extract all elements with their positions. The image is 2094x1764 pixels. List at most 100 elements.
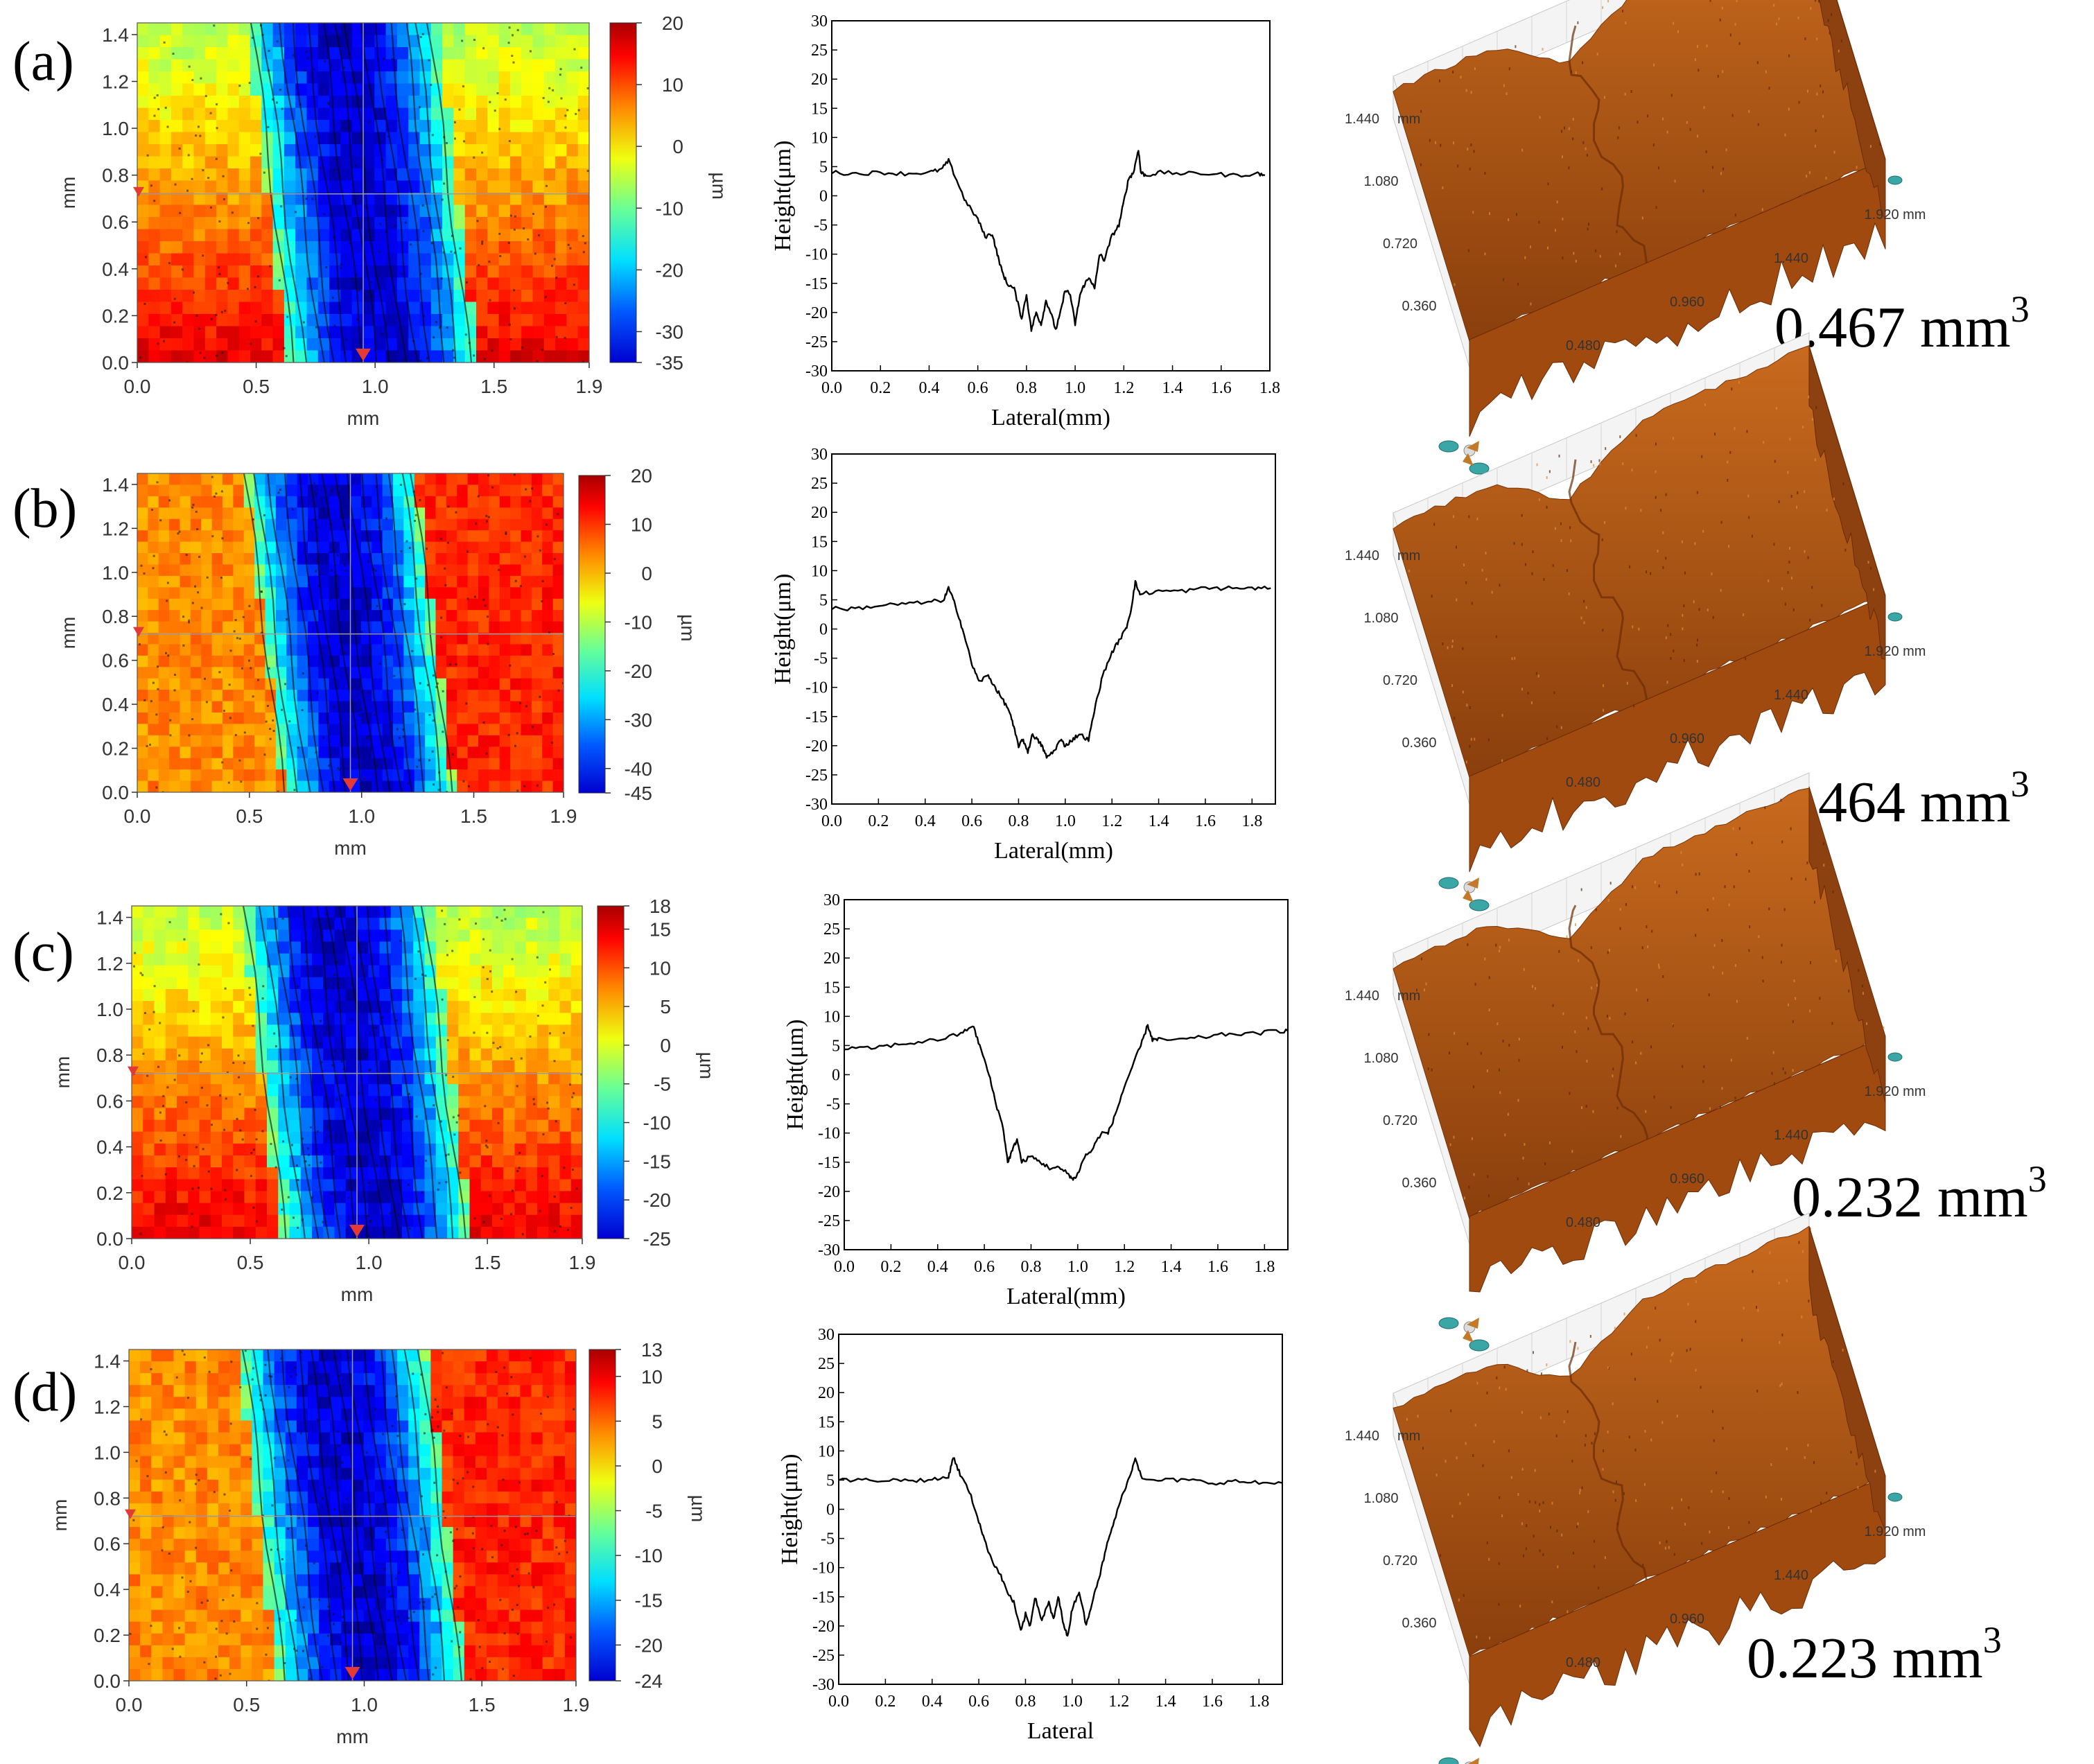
map-cell — [467, 587, 479, 600]
map-speckle — [478, 264, 480, 267]
map-cell — [521, 780, 532, 792]
map-cell — [182, 241, 195, 254]
map-cell — [403, 735, 415, 747]
map-cell — [177, 918, 189, 930]
map-speckle — [520, 1057, 523, 1060]
map-speckle — [345, 767, 348, 770]
map-cell — [286, 735, 298, 747]
map-cell — [137, 575, 148, 588]
map-cell — [509, 120, 522, 133]
map-cell — [492, 1013, 504, 1026]
map-cell — [382, 735, 394, 747]
map-cell — [329, 107, 341, 121]
map-x-tick-label: 1.0 — [356, 1252, 383, 1273]
map-cell — [457, 518, 469, 531]
map-cell — [329, 314, 341, 327]
map-speckle — [191, 602, 194, 604]
profile-marker-left — [133, 627, 144, 637]
map-cell — [329, 47, 341, 60]
map-cell — [210, 1024, 223, 1038]
map-cell — [199, 965, 211, 978]
map-speckle — [457, 1114, 460, 1117]
map-cell — [243, 746, 255, 759]
map-cell — [306, 277, 319, 290]
map-cell — [169, 507, 181, 520]
map-cell — [275, 735, 287, 747]
map-speckle — [166, 600, 168, 602]
map-cell — [480, 1119, 493, 1133]
wear-striation — [316, 906, 356, 1239]
map-speckle — [462, 85, 464, 88]
map-speckle — [494, 110, 496, 112]
map-cell — [503, 1226, 516, 1239]
map-cell — [193, 326, 206, 339]
map-cell — [510, 655, 522, 667]
map-cell — [295, 35, 308, 48]
map-cell — [548, 1214, 561, 1228]
map-cell — [442, 35, 454, 48]
map-speckle — [188, 619, 191, 622]
map-cell — [182, 314, 195, 327]
colorbar-tick-label: -30 — [656, 321, 683, 342]
map-cell — [566, 23, 579, 36]
map-cell — [222, 1131, 234, 1144]
map-speckle — [285, 355, 288, 358]
map-speckle — [539, 695, 541, 698]
map-cell — [165, 1072, 177, 1085]
map-cell — [566, 290, 579, 303]
map-cell — [295, 277, 308, 290]
map-cell — [408, 193, 421, 206]
map-speckle — [186, 361, 189, 363]
map-cell — [403, 758, 415, 770]
map-cell — [177, 906, 189, 918]
surface-texture — [1727, 460, 1729, 464]
map-cell — [453, 168, 466, 182]
map-speckle — [293, 559, 296, 561]
map-cell — [532, 180, 545, 193]
map-speckle — [178, 1054, 181, 1057]
map-cell — [442, 277, 454, 290]
map-cell — [190, 633, 202, 645]
map-speckle — [277, 790, 279, 792]
profile-x-tick-label: 1.6 — [1195, 812, 1216, 830]
map-cell — [360, 610, 372, 622]
map-cell — [552, 518, 564, 531]
map-cell — [363, 193, 375, 206]
map-cell — [537, 1013, 549, 1026]
map-speckle — [548, 968, 551, 971]
map-cell — [532, 156, 545, 169]
map-speckle — [485, 1144, 487, 1147]
surface-texture — [1807, 556, 1809, 559]
map-cell — [165, 929, 177, 943]
map-speckle — [403, 358, 405, 360]
map-speckle — [408, 1092, 410, 1095]
map-speckle — [455, 1121, 458, 1124]
map-speckle — [191, 1225, 193, 1228]
map-cell — [154, 1214, 166, 1228]
surface-texture — [1568, 127, 1570, 130]
map-cell — [478, 690, 489, 702]
height-map: 0.0 0.5 1.0 1.5 1.90.00.20.40.60.81.01.21.4m… — [58, 473, 577, 859]
map-cell — [379, 1084, 392, 1097]
map-cell — [318, 598, 330, 611]
profile-y-tick-label: -15 — [805, 275, 828, 293]
map-cell — [499, 507, 511, 520]
map-speckle — [481, 243, 484, 245]
map-cell — [467, 598, 479, 611]
map-cell — [182, 144, 195, 157]
surface-texture — [1833, 150, 1835, 154]
map-speckle — [564, 126, 567, 129]
map-cell — [424, 989, 437, 1002]
map-cell — [334, 1024, 347, 1038]
map-speckle — [580, 1073, 582, 1076]
map-cell — [201, 701, 213, 713]
map-cell — [137, 193, 149, 206]
map-cell — [480, 1155, 493, 1168]
map-cell — [537, 918, 549, 930]
map-cell — [396, 47, 409, 60]
map-cell — [548, 989, 561, 1002]
map-speckle — [333, 324, 336, 327]
surface-axis-tick-front: 1.440 — [1774, 251, 1808, 266]
map-speckle — [411, 649, 414, 652]
map-cell — [204, 350, 217, 363]
